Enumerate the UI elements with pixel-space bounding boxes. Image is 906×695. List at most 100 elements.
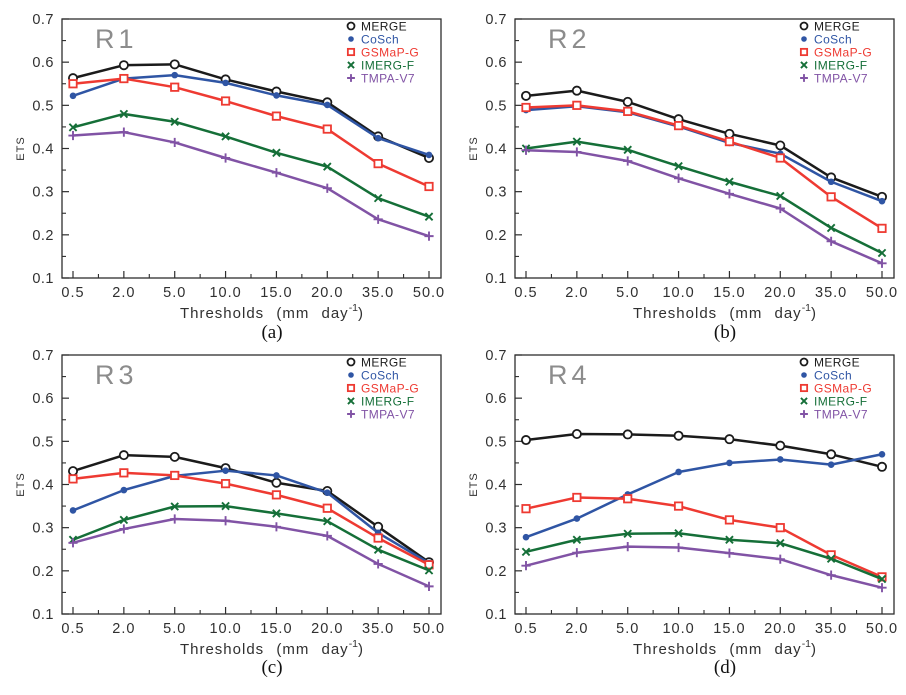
open-circle-marker bbox=[271, 477, 282, 488]
series-line bbox=[71, 471, 431, 567]
plus-marker bbox=[373, 214, 383, 224]
y-tick-label: 0.3 bbox=[32, 521, 54, 537]
series-gsmap-g bbox=[68, 468, 434, 570]
open-square-marker bbox=[775, 523, 785, 533]
open-square-marker bbox=[271, 490, 282, 500]
legend-label: MERGE bbox=[361, 20, 407, 34]
filled-circle-marker bbox=[878, 450, 886, 458]
filled-circle-marker bbox=[726, 459, 733, 467]
filled-circle-marker bbox=[222, 79, 229, 87]
filled-circle-marker bbox=[348, 36, 354, 42]
r4-ets-chart: 0.1 0.2 0.3 0.4 0.5 0.6 0.7 0.5 2.0 5.0 10.0 15.0 20… bbox=[468, 348, 897, 658]
open-square-marker bbox=[724, 136, 735, 147]
legend-label: IMERG-F bbox=[361, 395, 414, 409]
filled-circle-marker bbox=[827, 178, 835, 186]
open-circle-marker bbox=[571, 85, 582, 96]
filled-circle-marker bbox=[69, 507, 77, 514]
series-line bbox=[71, 504, 431, 572]
plus-marker bbox=[724, 548, 735, 558]
filled-circle-marker bbox=[374, 134, 382, 142]
open-square-marker bbox=[373, 159, 383, 169]
x-tick-label: 0.5 bbox=[61, 621, 84, 637]
legend-label: CoSch bbox=[814, 369, 852, 383]
y-tick-label: 0.4 bbox=[485, 142, 507, 158]
plus-marker bbox=[271, 168, 282, 178]
open-circle-marker bbox=[118, 60, 129, 71]
x-marker bbox=[170, 502, 179, 511]
plus-marker bbox=[220, 153, 231, 163]
x-axis-title: Thresholds (mm day-1) bbox=[633, 638, 817, 658]
x-marker bbox=[572, 535, 582, 545]
open-square-marker bbox=[424, 181, 434, 192]
x-marker bbox=[521, 547, 531, 557]
open-circle-marker bbox=[118, 450, 129, 461]
y-axis-title: ETS bbox=[15, 472, 27, 496]
x-tick-label: 50.0 bbox=[866, 285, 898, 301]
plus-marker bbox=[424, 581, 434, 591]
x-marker bbox=[725, 177, 734, 187]
plus-marker bbox=[800, 410, 808, 418]
filled-circle-marker bbox=[801, 372, 807, 378]
open-square-marker bbox=[170, 470, 180, 481]
x-marker bbox=[674, 529, 683, 538]
legend-label: MERGE bbox=[814, 356, 860, 370]
open-square-marker bbox=[322, 503, 332, 513]
filled-circle-marker bbox=[222, 467, 229, 474]
open-square-marker bbox=[799, 383, 809, 393]
x-axis: 0.5 2.0 5.0 10.0 15.0 20.0 35.0 50.0 bbox=[514, 607, 897, 637]
x-marker bbox=[877, 248, 887, 258]
plus-marker bbox=[119, 127, 129, 137]
open-circle-marker bbox=[521, 435, 532, 446]
plus-marker bbox=[775, 554, 785, 564]
legend-label: CoSch bbox=[361, 33, 399, 47]
filled-circle-marker bbox=[69, 92, 77, 100]
y-tick-label: 0.1 bbox=[32, 271, 54, 287]
r2-ets-chart: 0.1 0.2 0.3 0.4 0.5 0.6 0.7 0.5 2.0 5.0 10.0 15.0 20… bbox=[468, 12, 898, 322]
series-line bbox=[71, 77, 431, 188]
x-axis: 0.5 2.0 5.0 10.0 15.0 20.0 35.0 50.0 bbox=[514, 271, 898, 301]
plus-marker bbox=[119, 524, 129, 534]
open-circle-marker bbox=[799, 21, 809, 31]
x-marker bbox=[119, 515, 129, 525]
plus-marker bbox=[673, 542, 684, 553]
x-marker bbox=[323, 516, 332, 526]
filled-circle-marker bbox=[776, 456, 784, 463]
x-tick-label: 20.0 bbox=[311, 285, 343, 301]
y-tick-label: 0.7 bbox=[32, 348, 54, 364]
x-tick-label: 35.0 bbox=[815, 621, 847, 637]
plus-marker bbox=[623, 156, 633, 166]
x-tick-label: 2.0 bbox=[112, 621, 135, 637]
chart-panel-a: 0.1 0.2 0.3 0.4 0.5 0.6 0.7 0.5 2.0 5.0 10.0 15.0 20… bbox=[0, 0, 453, 348]
series-imerg-f bbox=[68, 501, 434, 575]
x-marker bbox=[221, 132, 230, 141]
x-tick-label: 0.5 bbox=[514, 621, 537, 637]
y-tick-label: 0.1 bbox=[32, 607, 54, 623]
x-axis-title: Thresholds (mm day-1) bbox=[180, 302, 364, 322]
x-tick-label: 15.0 bbox=[713, 621, 745, 637]
y-axis: 0.1 0.2 0.3 0.4 0.5 0.6 0.7 bbox=[32, 12, 69, 287]
open-circle-marker bbox=[346, 357, 356, 367]
filled-circle-marker bbox=[878, 197, 886, 205]
x-tick-label: 20.0 bbox=[764, 285, 796, 301]
x-tick-label: 35.0 bbox=[362, 621, 394, 637]
plus-marker bbox=[322, 531, 332, 541]
series-gsmap-g bbox=[521, 492, 887, 582]
open-square-marker bbox=[623, 494, 633, 504]
open-square-marker bbox=[826, 192, 836, 202]
series-line bbox=[71, 453, 431, 564]
x-marker bbox=[272, 509, 281, 518]
open-square-marker bbox=[271, 111, 282, 121]
plus-marker bbox=[170, 514, 180, 524]
y-axis-title: ETS bbox=[468, 472, 480, 496]
y-tick-label: 0.6 bbox=[485, 391, 507, 407]
open-square-marker bbox=[346, 47, 356, 57]
open-square-marker bbox=[346, 383, 356, 393]
x-tick-label: 0.5 bbox=[514, 285, 537, 301]
x-marker bbox=[826, 554, 836, 564]
series-line bbox=[71, 469, 431, 565]
filled-circle-marker bbox=[827, 461, 835, 468]
legend-label: GSMaP-G bbox=[814, 382, 872, 396]
y-tick-label: 0.3 bbox=[32, 185, 54, 201]
filled-circle-marker bbox=[273, 92, 280, 99]
